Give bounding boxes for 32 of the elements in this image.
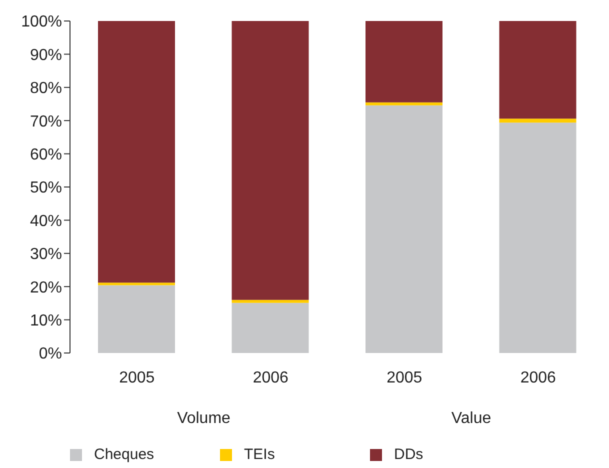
bar — [98, 21, 175, 283]
text: Value — [450, 410, 492, 428]
y-tick-label: 40% — [30, 212, 62, 230]
bar — [499, 21, 576, 119]
bar — [98, 282, 175, 286]
x-tick-label: 2005 — [119, 369, 155, 386]
y-tick-label: 30% — [30, 246, 62, 264]
y-tick-label: 100% — [21, 14, 62, 31]
y-tick-label: 50% — [30, 180, 62, 197]
bar — [366, 21, 442, 102]
bar — [232, 302, 309, 353]
bar — [232, 21, 309, 300]
bar — [98, 285, 175, 353]
y-tick-label: 60% — [30, 146, 62, 164]
bar — [232, 300, 309, 303]
x-tick-label: 2005 — [386, 369, 422, 386]
text: Volume — [176, 410, 232, 428]
x-tick-label: 2006 — [520, 369, 556, 386]
y-tick-label: 70% — [30, 113, 62, 130]
x-tick-label: 2006 — [252, 369, 289, 386]
bar — [366, 105, 442, 353]
legend-label: Cheques — [94, 446, 154, 464]
bar — [499, 122, 576, 353]
y-tick-label: 80% — [30, 80, 62, 98]
legend-label: DDs — [394, 446, 424, 464]
bar — [366, 102, 442, 106]
y-tick-label: 10% — [30, 312, 62, 330]
legend-label: TEIs — [244, 446, 275, 464]
y-tick-label: 90% — [30, 46, 62, 64]
y-tick-label: 0% — [38, 346, 62, 363]
y-tick-label: 20% — [30, 279, 62, 296]
bar — [499, 118, 576, 123]
